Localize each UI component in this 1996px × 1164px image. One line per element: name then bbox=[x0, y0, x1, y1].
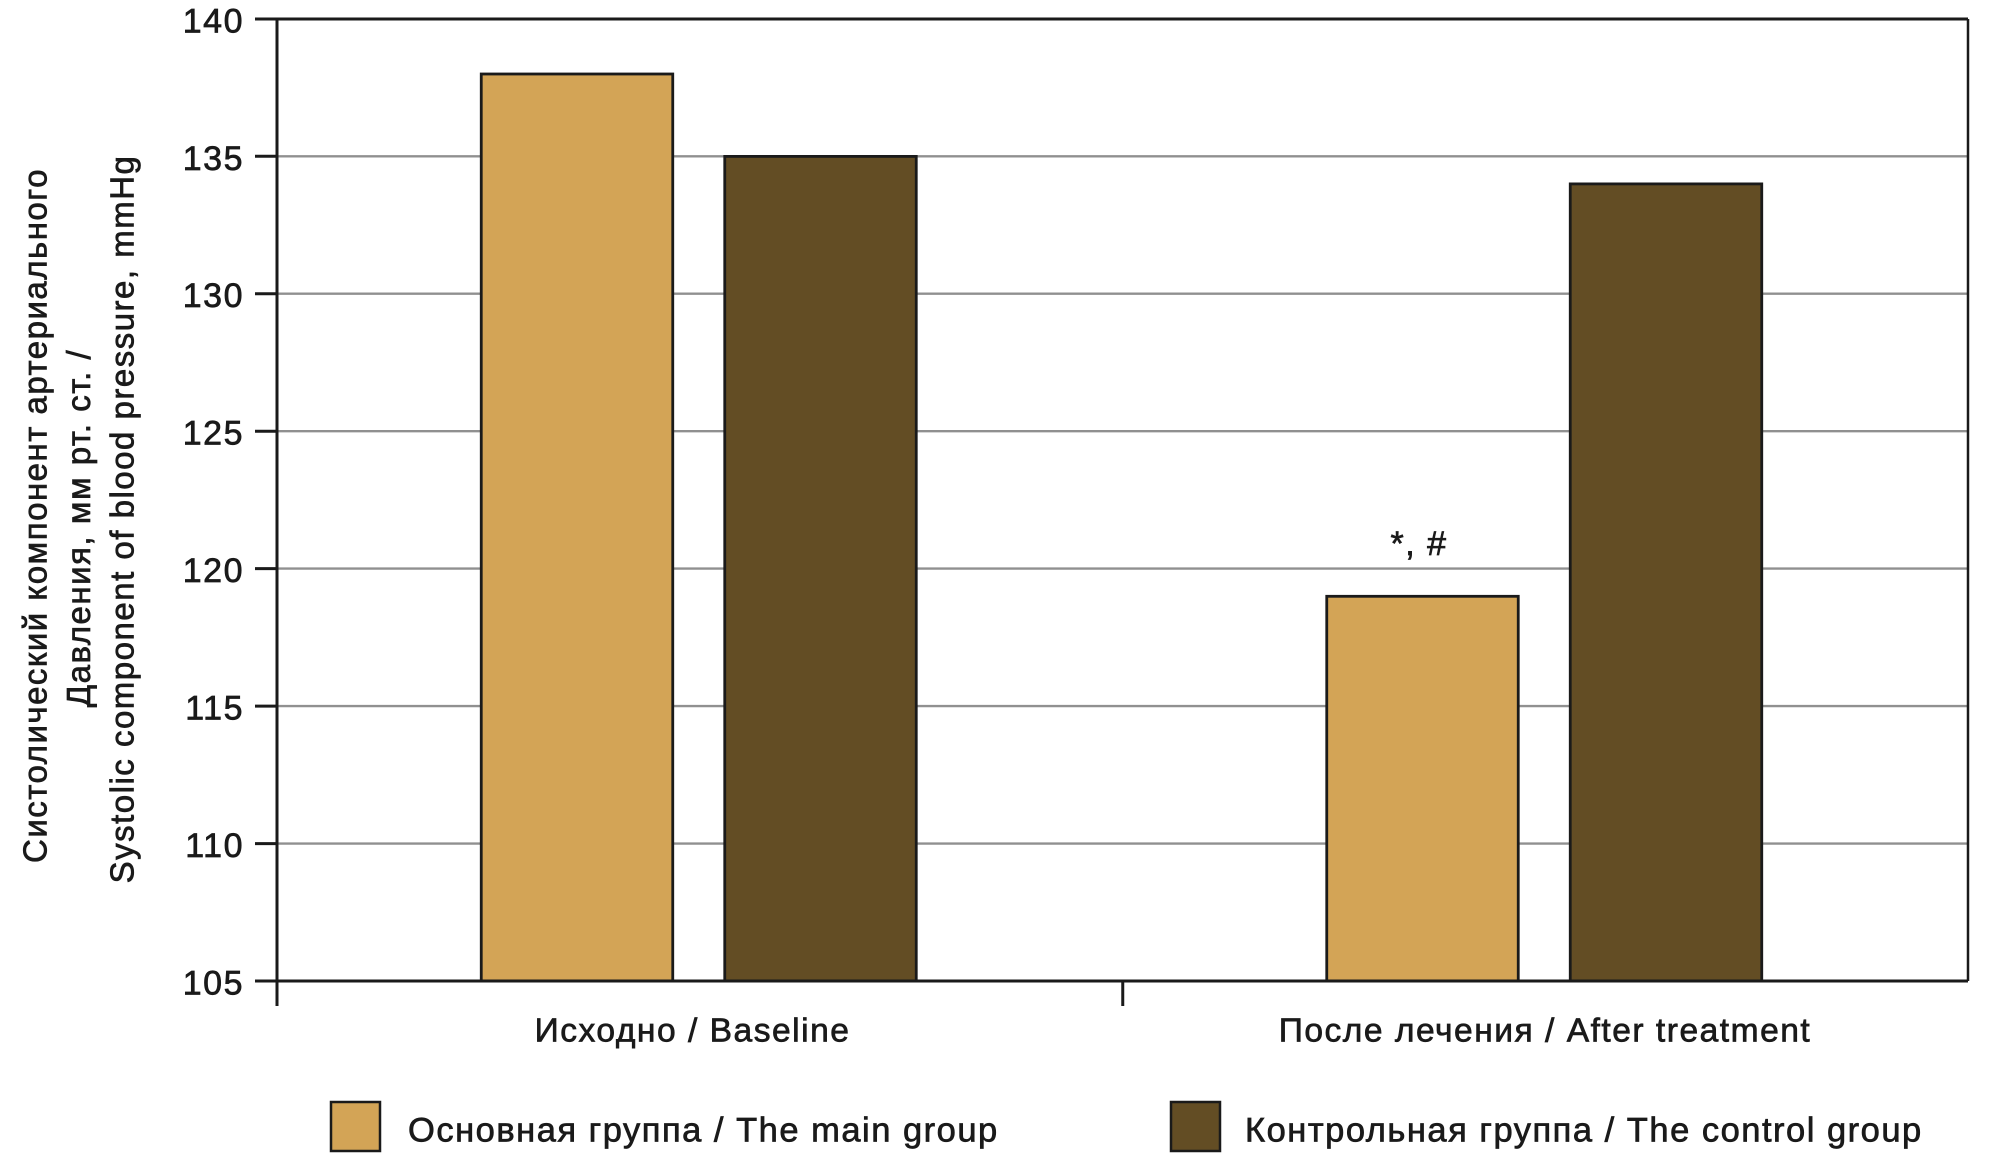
svg-text:После лечения / After treatmen: После лечения / After treatment bbox=[1279, 1013, 1812, 1050]
svg-text:Систолический компонент артери: Систолический компонент артериального bbox=[17, 168, 54, 863]
svg-text:120: 120 bbox=[183, 552, 244, 590]
svg-text:140: 140 bbox=[183, 3, 244, 41]
svg-text:135: 135 bbox=[183, 140, 244, 178]
svg-text:Давления, мм рт. ст. /: Давления, мм рт. ст. / bbox=[60, 349, 97, 707]
svg-text:130: 130 bbox=[183, 277, 244, 315]
svg-text:Контрольная группа / The contr: Контрольная группа / The control group bbox=[1245, 1112, 1923, 1150]
svg-text:Systolic component of blood pr: Systolic component of blood pressure, mm… bbox=[104, 155, 141, 884]
svg-text:Основная группа / The main gro: Основная группа / The main group bbox=[408, 1112, 999, 1150]
svg-text:105: 105 bbox=[183, 965, 244, 1003]
svg-text:*, #: *, # bbox=[1390, 525, 1447, 563]
svg-text:110: 110 bbox=[185, 827, 244, 865]
svg-text:115: 115 bbox=[185, 690, 244, 728]
svg-text:125: 125 bbox=[183, 415, 244, 453]
svg-text:Исходно / Baseline: Исходно / Baseline bbox=[535, 1013, 851, 1050]
